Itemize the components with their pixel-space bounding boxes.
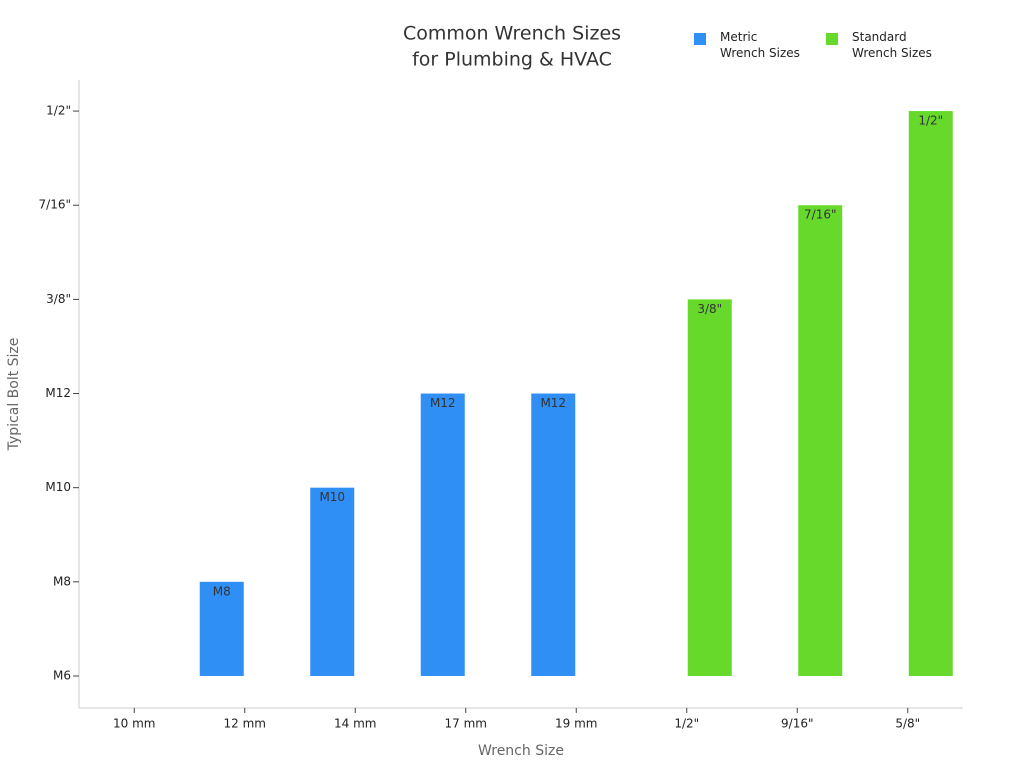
y-tick-label: M10 <box>45 480 71 494</box>
legend-item: Metric Wrench Sizes <box>694 29 806 61</box>
y-tick-label: M6 <box>53 668 71 682</box>
x-tick-label: 17 mm <box>445 717 487 731</box>
bar <box>798 205 843 676</box>
data-label: 1/2" <box>918 114 943 128</box>
legend-swatch <box>826 33 838 45</box>
chart-title: for Plumbing & HVAC <box>412 49 612 71</box>
legend: Metric Wrench Sizes Standard Wrench Sizes <box>694 29 938 61</box>
bar <box>908 111 953 676</box>
legend-label: Standard Wrench Sizes <box>852 30 932 60</box>
x-tick-label: 9/16" <box>781 717 813 731</box>
bar <box>310 487 355 676</box>
legend-swatch <box>694 33 706 45</box>
y-tick-label: 1/2" <box>46 104 71 118</box>
bar <box>199 581 244 676</box>
legend-item: Standard Wrench Sizes <box>826 29 938 61</box>
y-tick-label: M8 <box>53 574 71 588</box>
x-tick-label: 1/2" <box>674 717 699 731</box>
data-label: M8 <box>213 584 231 598</box>
y-tick-label: 7/16" <box>39 198 71 212</box>
y-axis-title: Typical Bolt Size <box>6 338 22 452</box>
data-label: M10 <box>319 490 345 504</box>
x-tick-label: 5/8" <box>895 717 920 731</box>
bar <box>687 299 732 676</box>
y-tick-label: 3/8" <box>46 292 71 306</box>
data-label: 3/8" <box>697 302 722 316</box>
x-tick-label: 19 mm <box>555 717 597 731</box>
x-tick-label: 10 mm <box>113 717 155 731</box>
chart-title: Common Wrench Sizes <box>403 23 621 45</box>
data-label: M12 <box>540 396 566 410</box>
x-tick-label: 12 mm <box>224 717 266 731</box>
data-label: M12 <box>430 396 456 410</box>
x-axis-title: Wrench Size <box>478 743 564 759</box>
y-tick-label: M12 <box>45 386 71 400</box>
bar <box>531 393 576 676</box>
x-tick-label: 14 mm <box>334 717 376 731</box>
data-label: 7/16" <box>804 208 836 222</box>
bar <box>420 393 465 676</box>
legend-label: Metric Wrench Sizes <box>720 30 800 60</box>
